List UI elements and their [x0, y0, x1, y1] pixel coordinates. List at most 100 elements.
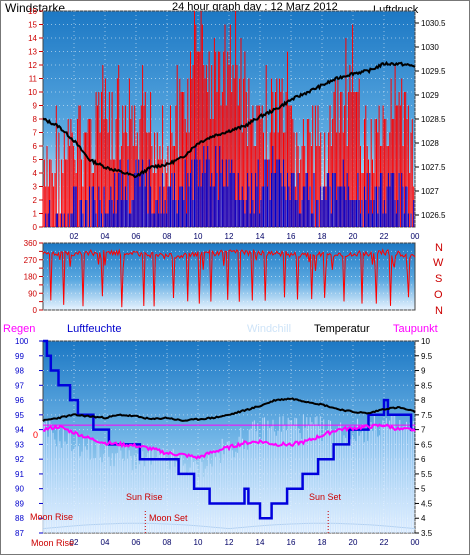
sun-rise-label: Sun Rise: [126, 492, 163, 502]
temperature-line: [42, 397, 416, 423]
wind-direction-line: [42, 248, 416, 308]
wind-axis-tick-label: 15: [28, 21, 37, 30]
wind-axis-tick-label: 3: [33, 183, 38, 192]
temperature-axis-tick-label: 7: [421, 426, 426, 435]
x-tick-label: 14: [256, 538, 265, 547]
x-tick-label: 12: [225, 538, 234, 547]
x-tick-label: 04: [101, 538, 110, 547]
compass-n-bottom: N: [435, 305, 443, 317]
moon-rise-axis-label: Moon Rise: [31, 538, 74, 548]
wind-axis-tick-label: 2: [33, 196, 38, 205]
x-tick-label: 00: [411, 232, 420, 241]
temperature-axis-tick-label: 6.5: [421, 440, 433, 449]
wind-speed-bars: [45, 146, 415, 227]
x-tick-label: 10: [194, 232, 203, 241]
pressure-line: [42, 60, 416, 179]
x-tick-label: 02: [70, 232, 79, 241]
compass-o: O: [434, 289, 443, 301]
x-tick-label: 00: [411, 538, 420, 547]
wind-axis-tick-label: 10: [28, 88, 37, 97]
windchill-label: Windchill: [247, 323, 291, 335]
temperature-axis-tick-label: 6: [421, 455, 426, 464]
direction-axis-tick-label: 0: [33, 306, 38, 315]
x-tick-label: 20: [349, 232, 358, 241]
humidity-axis-tick-label: 94: [15, 426, 24, 435]
temperature-axis-tick-label: 4.5: [421, 499, 433, 508]
temperature-axis-tick-label: 3.5: [421, 529, 433, 538]
wind-axis-tick-label: 8: [33, 115, 38, 124]
pressure-axis-tick-label: 1029: [421, 91, 439, 100]
temperature-axis-tick-label: 8: [421, 396, 426, 405]
compass-s: S: [435, 273, 442, 285]
rain-value: 0: [33, 430, 38, 440]
x-tick-label: 02: [70, 538, 79, 547]
pressure-axis-tick-label: 1028.5: [421, 115, 446, 124]
x-tick-label: 22: [380, 538, 389, 547]
direction-axis-tick-label: 360: [24, 239, 38, 248]
x-tick-label: 20: [349, 538, 358, 547]
humidity-temperature-marks: 878889909192939495969798991003.544.555.5…: [15, 337, 433, 547]
wind-axis-tick-label: 12: [28, 61, 37, 70]
x-tick-label: 08: [163, 232, 172, 241]
temperature-axis-tick-label: 9: [421, 367, 426, 376]
wind-axis-tick-label: 6: [33, 142, 38, 151]
humidity-axis-tick-label: 95: [15, 411, 24, 420]
windchill-bars: [42, 413, 414, 533]
taupunkt-label: Taupunkt: [393, 323, 438, 335]
humidity-axis-tick-label: 90: [15, 485, 24, 494]
wind-axis-tick-label: 16: [28, 7, 37, 16]
luftfeuchte-label: Luftfeuchte: [67, 323, 121, 335]
pressure-axis-tick-label: 1030: [421, 43, 439, 52]
wind-axis-tick-label: 14: [28, 34, 37, 43]
temperature-axis-tick-label: 9.5: [421, 352, 433, 361]
x-tick-label: 06: [132, 232, 141, 241]
humidity-axis-tick-label: 97: [15, 381, 24, 390]
moon-rise-label: Moon Rise: [30, 512, 73, 522]
x-tick-label: 14: [256, 232, 265, 241]
regen-label: Regen: [3, 323, 35, 335]
wind-axis-tick-label: 11: [29, 75, 38, 84]
moon-set-label: Moon Set: [149, 513, 188, 523]
pressure-axis-tick-label: 1027.5: [421, 163, 446, 172]
humidity-axis-tick-label: 89: [15, 499, 24, 508]
x-tick-label: 16: [287, 232, 296, 241]
temperature-axis-tick-label: 5.5: [421, 470, 433, 479]
pressure-axis-tick-label: 1026.5: [421, 211, 446, 220]
wind-pressure-marks: 0123456789101112131415161026.510271027.5…: [28, 7, 446, 241]
x-tick-label: 16: [287, 538, 296, 547]
compass-n-top: N: [435, 242, 443, 254]
sun-set-label: Sun Set: [309, 492, 342, 502]
x-tick-label: 22: [380, 232, 389, 241]
humidity-axis-tick-label: 91: [15, 470, 24, 479]
astro-markers: Sun Rise Moon Set Sun Set Moon Rise Moon…: [30, 492, 342, 548]
humidity-axis-tick-label: 93: [15, 440, 24, 449]
compass-w: W: [433, 257, 444, 269]
pressure-axis-tick-label: 1028: [421, 139, 439, 148]
pressure-axis-tick-label: 1029.5: [421, 67, 446, 76]
direction-axis-tick-label: 180: [24, 273, 38, 282]
x-tick-label: 18: [318, 232, 327, 241]
direction-axis-tick-label: 270: [24, 256, 38, 265]
temperatur-label: Temperatur: [314, 323, 370, 335]
humidity-axis-tick-label: 88: [15, 514, 24, 523]
wind-direction-marks: 0 90 180 270 360: [24, 239, 416, 315]
humidity-axis-tick-label: 99: [15, 352, 24, 361]
wind-axis-tick-label: 13: [28, 48, 37, 57]
humidity-axis-tick-label: 96: [15, 396, 24, 405]
x-tick-label: 18: [318, 538, 327, 547]
humidity-axis-tick-label: 92: [15, 455, 24, 464]
wind-axis-tick-label: 0: [33, 223, 38, 232]
wind-axis-tick-label: 4: [33, 169, 38, 178]
x-tick-label: 08: [163, 538, 172, 547]
x-tick-label: 12: [225, 232, 234, 241]
wind-axis-tick-label: 9: [33, 102, 38, 111]
pressure-axis-tick-label: 1027: [421, 187, 439, 196]
x-tick-label: 04: [101, 232, 110, 241]
humidity-axis-tick-label: 98: [15, 367, 24, 376]
humidity-axis-tick-label: 87: [15, 529, 24, 538]
direction-axis-tick-label: 90: [28, 289, 37, 298]
temperature-axis-tick-label: 8.5: [421, 381, 433, 390]
pressure-axis-tick-label: 1030.5: [421, 19, 446, 28]
